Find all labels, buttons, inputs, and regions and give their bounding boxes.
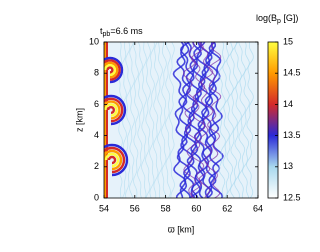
field-strand [230,42,238,198]
field-band [104,42,106,198]
field-strand [206,42,222,198]
field-swirl [104,64,116,76]
field-swirl [104,149,123,171]
colorbar-tick-label: 13 [283,161,293,171]
colorbar-tick-label: 14 [283,99,293,109]
chart-title: tpb=6.6 ms [100,26,143,37]
field-strand [137,42,143,198]
field-strand [161,42,167,198]
field-swirl [104,143,129,177]
field-swirl [104,97,124,123]
field-strand [125,42,131,198]
y-tick-label: 10 [89,36,99,46]
field-swirl [104,146,126,174]
field-strand [179,42,195,198]
field-strand [129,42,135,198]
field-strand [157,42,163,198]
x-tick-label: 60 [191,203,201,213]
y-tick-label: 4 [94,130,99,140]
colorbar-label: log(Bp [G]) [256,13,298,24]
colorbar-tick-label: 13.5 [283,130,301,140]
field-strand [204,42,221,198]
field-swirl [104,59,121,81]
title-subscript: pb [103,31,111,38]
field-strand [172,42,188,198]
y-tick-label: 8 [94,68,99,78]
cbar-label-text: [G]) [281,13,299,23]
title-text: t [100,26,103,36]
field-swirl [104,103,118,117]
field-strand [175,42,192,198]
y-tick-label: 0 [94,192,99,202]
field-swirl [104,56,124,84]
x-tick-label: 58 [161,203,171,213]
colorbar-tick-label: 14.5 [283,68,301,78]
colorbar-tick-label: 15 [283,36,293,46]
x-axis-label: ϖ [km] [168,224,195,234]
colorbar [267,41,279,199]
cbar-label-text: log(B [256,13,277,23]
field-strand [226,42,234,198]
field-strand [169,42,175,198]
title-text: =6.6 ms [110,26,143,36]
field-strand [246,42,254,198]
cbar-label-subscript: p [277,18,281,25]
y-axis-label: z [km] [74,108,84,132]
x-tick-label: 56 [130,203,140,213]
field-strand [190,42,206,198]
field-strand [149,42,155,198]
field-strand [141,42,147,198]
x-tick-label: 54 [99,203,109,213]
colorbar-tick-label: 12.5 [283,192,301,202]
x-tick-label: 62 [222,203,232,213]
field-strand [238,42,246,198]
field-swirl [104,152,120,168]
field-strand [197,42,213,198]
field-strand [198,42,214,198]
field-swirl [106,66,114,74]
x-tick-label: 64 [253,203,263,213]
field-strand [153,42,159,198]
field-swirl [107,106,115,114]
field-strand [208,42,224,198]
y-tick-label: 6 [94,99,99,109]
field-swirl [104,94,127,126]
field-image [104,42,258,198]
field-strand [145,42,151,198]
plot-frame [103,41,259,199]
field-strand [201,42,217,198]
field-strand [182,42,198,198]
field-swirl [107,155,117,165]
field-strand [133,42,139,198]
field-strand [222,42,230,198]
y-tick-label: 2 [94,161,99,171]
field-strand [165,42,171,198]
